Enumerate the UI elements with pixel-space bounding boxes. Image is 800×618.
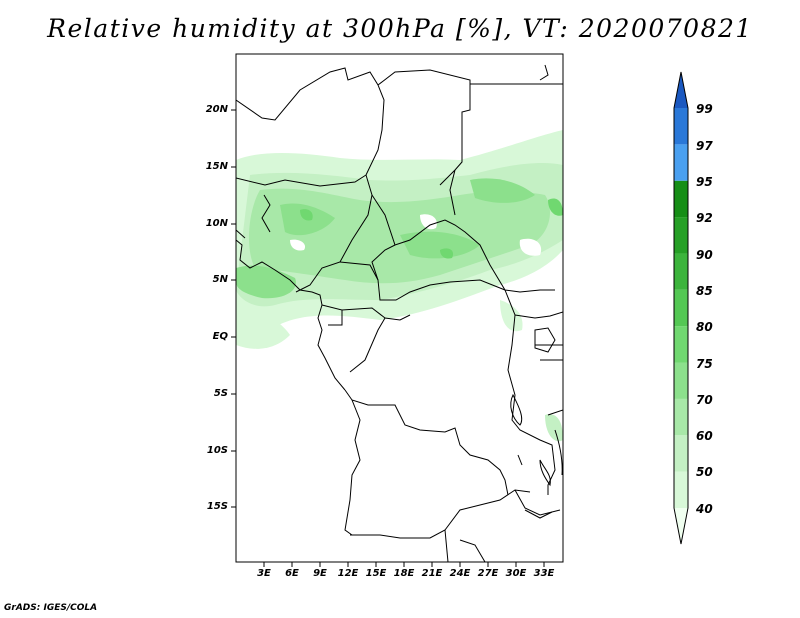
lon-label-33e: 33E xyxy=(533,568,555,579)
lat-label-5s: 5S xyxy=(213,388,228,399)
lat-label-5n: 5N xyxy=(212,274,228,285)
colorbar-label-50: 50 xyxy=(696,465,713,479)
colorbar-box xyxy=(674,144,688,181)
latitude-ticks xyxy=(231,109,236,508)
colorbar-box xyxy=(674,289,688,327)
lon-label-24e: 24E xyxy=(449,568,471,579)
colorbar-label-85: 85 xyxy=(696,284,713,298)
lon-label-9e: 9E xyxy=(313,568,327,579)
humidity-shading xyxy=(236,130,563,442)
lat-label-20n: 20N xyxy=(205,104,228,115)
colorbar-box xyxy=(674,435,688,472)
lon-label-27e: 27E xyxy=(477,568,499,579)
colorbar-label-75: 75 xyxy=(696,357,713,371)
colorbar-outline xyxy=(673,71,689,545)
lat-label-15n: 15N xyxy=(205,161,228,172)
colorbar-box xyxy=(674,398,688,436)
colorbar-box xyxy=(674,362,688,399)
colorbar-box xyxy=(674,217,688,254)
colorbar-box xyxy=(674,253,688,290)
colorbar-box xyxy=(674,180,688,218)
grads-credit: GrADS: IGES/COLA xyxy=(4,603,98,613)
lon-label-6e: 6E xyxy=(285,568,299,579)
colorbar-label-40: 40 xyxy=(696,502,713,516)
longitude-ticks xyxy=(263,562,545,567)
lon-label-18e: 18E xyxy=(393,568,415,579)
colorbar-label-60: 60 xyxy=(696,429,713,443)
lon-label-15e: 15E xyxy=(365,568,387,579)
country-borders xyxy=(236,64,563,562)
colorbar-label-95: 95 xyxy=(696,175,713,189)
colorbar-lower-extend xyxy=(674,508,688,544)
colorbar-box xyxy=(674,326,688,363)
lon-label-3e: 3E xyxy=(257,568,271,579)
colorbar-label-92: 92 xyxy=(696,211,713,225)
colorbar-label-90: 90 xyxy=(696,248,713,262)
lon-label-21e: 21E xyxy=(421,568,443,579)
colorbar-upper-extend xyxy=(674,72,688,108)
lat-label-eq: EQ xyxy=(212,331,228,342)
colorbar-label-97: 97 xyxy=(696,139,713,153)
colorbar-box xyxy=(674,108,688,145)
map-title: Relative humidity at 300hPa [%], VT: 202… xyxy=(47,14,753,43)
lon-label-12e: 12E xyxy=(337,568,359,579)
lat-label-15s: 15S xyxy=(206,501,228,512)
colorbar xyxy=(673,71,689,545)
lon-label-30e: 30E xyxy=(505,568,527,579)
colorbar-box xyxy=(674,471,688,508)
map-frame xyxy=(235,53,564,563)
colorbar-label-99: 99 xyxy=(696,102,713,116)
colorbar-label-80: 80 xyxy=(696,320,713,334)
lat-label-10s: 10S xyxy=(206,445,228,456)
colorbar-label-70: 70 xyxy=(696,393,713,407)
lat-label-10n: 10N xyxy=(205,218,228,229)
